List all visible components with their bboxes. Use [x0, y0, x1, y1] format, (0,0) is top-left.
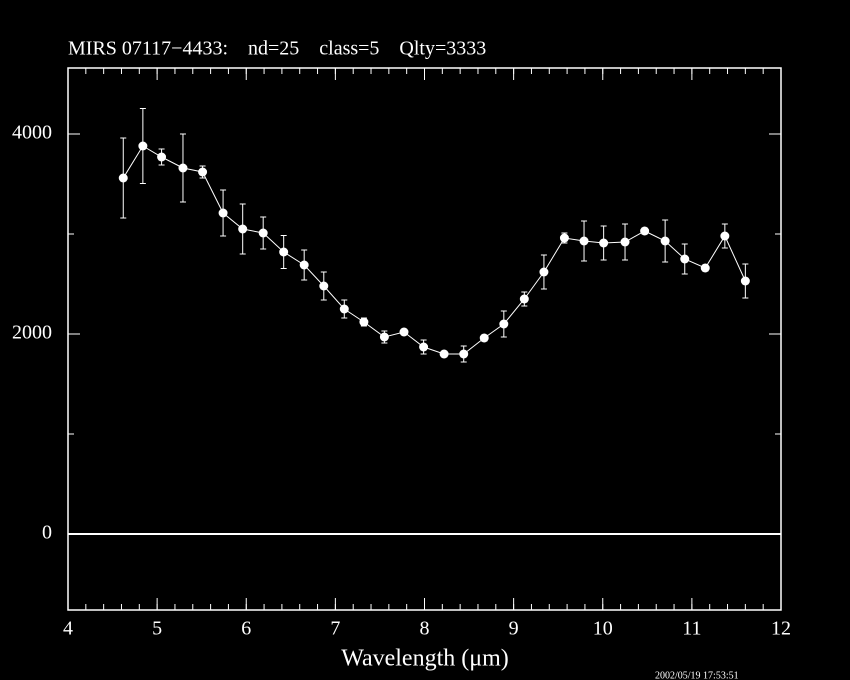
plot-frame: [67, 67, 782, 611]
data-point: [439, 349, 449, 359]
data-point: [720, 231, 730, 241]
data-point: [218, 208, 228, 218]
data-point: [399, 327, 409, 337]
data-point: [499, 319, 509, 329]
x-tick-label: 8: [420, 618, 430, 640]
data-point: [539, 267, 549, 277]
x-tick-label: 5: [152, 618, 162, 640]
data-point: [359, 317, 369, 327]
data-point: [419, 342, 429, 352]
data-point: [157, 152, 167, 162]
data-point: [559, 233, 569, 243]
data-point: [579, 236, 589, 246]
data-point: [640, 226, 650, 236]
x-tick-label: 11: [682, 618, 701, 640]
data-point: [459, 349, 469, 359]
data-point: [178, 163, 188, 173]
x-axis-label: Wavelength (μm): [341, 646, 509, 672]
data-point: [198, 167, 208, 177]
data-point: [279, 247, 289, 257]
x-tick-label: 6: [241, 618, 251, 640]
x-tick-label: 12: [771, 618, 791, 640]
y-tick-label: 0: [42, 522, 52, 544]
data-point: [740, 276, 750, 286]
data-point: [299, 260, 309, 270]
data-point: [258, 228, 268, 238]
x-tick-label: 10: [593, 618, 613, 640]
data-point: [339, 304, 349, 314]
x-tick-label: 7: [330, 618, 340, 640]
data-point: [680, 254, 690, 264]
data-point: [238, 224, 248, 234]
data-point: [479, 333, 489, 343]
y-tick-label: 4000: [12, 122, 52, 144]
x-tick-label: 4: [63, 618, 73, 640]
data-point: [519, 294, 529, 304]
timestamp: 2002/05/19 17:53:51: [655, 670, 739, 680]
data-point: [599, 238, 609, 248]
x-tick-label: 9: [509, 618, 519, 640]
chart-title: MIRS 07117−4433: nd=25 class=5 Qlty=3333: [68, 38, 486, 60]
data-point: [660, 236, 670, 246]
data-point: [700, 263, 710, 273]
data-line: [122, 145, 746, 355]
y-tick-label: 2000: [12, 322, 52, 344]
data-point: [379, 332, 389, 342]
data-point: [319, 281, 329, 291]
data-point: [620, 237, 630, 247]
data-point: [138, 141, 148, 151]
data-point: [118, 173, 128, 183]
